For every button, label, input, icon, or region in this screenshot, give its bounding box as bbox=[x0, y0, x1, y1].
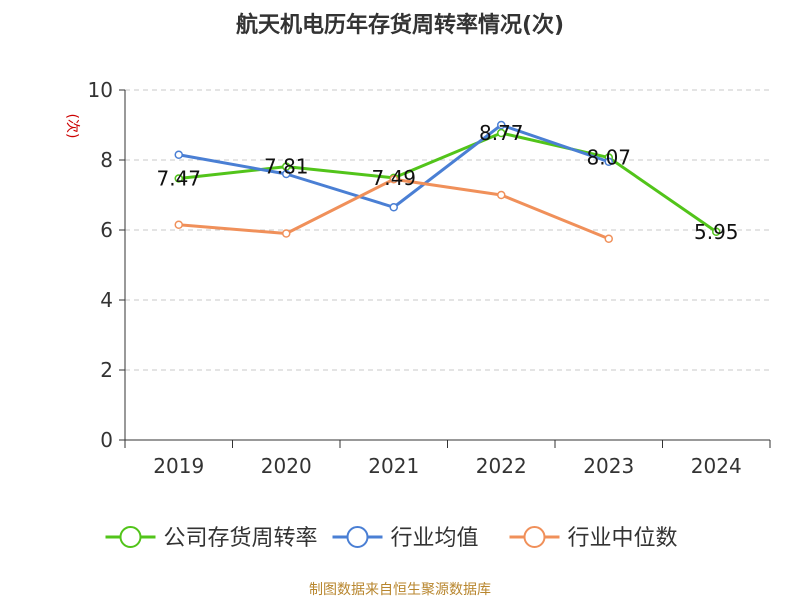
legend-item[interactable]: 公司存货周转率 bbox=[105, 526, 318, 551]
y-tick-label: 0 bbox=[100, 428, 113, 452]
data-point bbox=[604, 234, 613, 243]
data-label: 7.81 bbox=[264, 155, 309, 179]
series-line bbox=[177, 131, 718, 234]
data-label: 7.47 bbox=[156, 167, 201, 191]
legend-swatch-marker bbox=[119, 526, 142, 548]
data-point bbox=[389, 175, 398, 184]
data-label: 8.07 bbox=[586, 146, 631, 170]
data-point bbox=[282, 169, 291, 179]
data-label: 5.95 bbox=[694, 220, 739, 244]
x-tick-label: 2023 bbox=[583, 454, 634, 478]
data-label: 7.49 bbox=[371, 166, 416, 190]
grid bbox=[125, 89, 770, 371]
y-tick-label: 8 bbox=[100, 148, 113, 172]
data-labels: 7.47 7.81 7.49 8.77 8.07 5.95 bbox=[156, 121, 738, 244]
y-tick-label: 2 bbox=[100, 358, 113, 382]
data-point bbox=[174, 220, 183, 229]
data-label: 8.77 bbox=[479, 121, 524, 145]
chart-title: 航天机电历年存货周转率情况(次) bbox=[236, 12, 564, 38]
data-point bbox=[712, 227, 721, 236]
legend[interactable]: 公司存货周转率 行业均值 行业中位数 bbox=[105, 526, 678, 551]
y-tick-label: 4 bbox=[100, 288, 113, 312]
data-point bbox=[174, 150, 183, 159]
y-axis-label: (次) bbox=[64, 114, 80, 139]
x-tick-label: 2020 bbox=[261, 454, 312, 478]
axes: 0 2 4 6 8 10 2019 2020 2021 2022 2023 2024 bbox=[88, 78, 771, 478]
x-tick-label: 2022 bbox=[476, 454, 527, 478]
legend-swatch-marker bbox=[346, 526, 369, 548]
legend-label: 行业均值 bbox=[391, 526, 479, 551]
y-tick-label: 10 bbox=[88, 78, 113, 102]
series bbox=[174, 120, 721, 243]
legend-swatch-marker bbox=[523, 526, 546, 548]
data-point bbox=[282, 229, 291, 238]
data-point bbox=[389, 203, 398, 212]
data-point bbox=[497, 120, 506, 130]
data-point bbox=[174, 174, 183, 183]
x-tick-label: 2024 bbox=[691, 454, 742, 478]
legend-item[interactable]: 行业均值 bbox=[332, 526, 479, 551]
legend-item[interactable]: 行业中位数 bbox=[509, 526, 678, 551]
data-point bbox=[604, 157, 613, 166]
x-tick-label: 2019 bbox=[153, 454, 204, 478]
x-tick-label: 2021 bbox=[368, 454, 419, 478]
legend-label: 行业中位数 bbox=[568, 526, 678, 551]
source-note: 制图数据来自恒生聚源数据库 bbox=[309, 582, 491, 598]
data-point bbox=[497, 128, 506, 138]
legend-label: 公司存货周转率 bbox=[164, 526, 318, 551]
y-tick-label: 6 bbox=[100, 218, 113, 242]
data-point bbox=[497, 190, 506, 200]
